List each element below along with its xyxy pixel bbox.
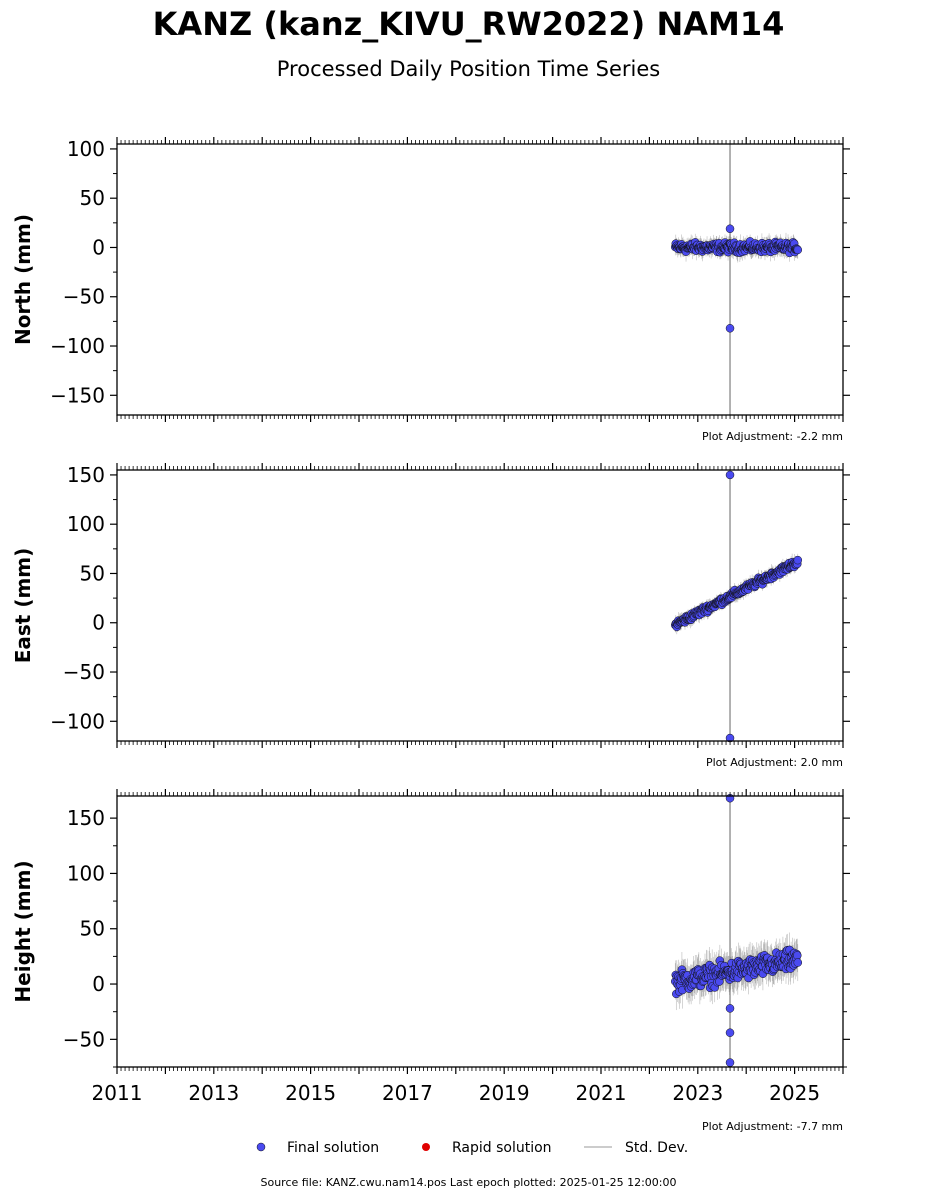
source-footer: Source file: KANZ.cwu.nam14.pos Last epo… — [260, 1176, 677, 1189]
x-tick-label: 2011 — [92, 1081, 143, 1105]
outlier-point — [725, 224, 735, 233]
y-axis-label: North (mm) — [11, 214, 35, 345]
x-tick-label: 2023 — [672, 1081, 723, 1105]
x-tick-label: 2015 — [285, 1081, 336, 1105]
outlier-point — [725, 324, 735, 333]
x-tick-label: 2025 — [769, 1081, 820, 1105]
plot-adjustment: Plot Adjustment: 2.0 mm — [706, 756, 843, 769]
legend-rapid-marker — [422, 1143, 430, 1151]
axes-frame — [116, 143, 844, 416]
outlier-point — [725, 1004, 735, 1013]
y-tick-label: 100 — [67, 861, 105, 885]
y-tick-label: −50 — [63, 660, 105, 684]
axes-frame — [116, 469, 844, 742]
outlier-point — [725, 1028, 735, 1037]
data-point — [793, 951, 802, 960]
legend: Final solution Rapid solution Std. Dev. — [256, 1140, 688, 1156]
y-tick-label: 150 — [67, 463, 105, 487]
y-tick-label: 50 — [80, 561, 105, 585]
legend-rapid-label: Rapid solution — [452, 1140, 552, 1156]
x-tick-label: 2019 — [479, 1081, 530, 1105]
legend-final-label: Final solution — [287, 1140, 379, 1156]
panel-3: 150 100 50 0 −50 2011 2013 2015 2017 2019 2021 2023… — [11, 789, 850, 1133]
plot-adjustment: Plot Adjustment: -2.2 mm — [702, 430, 843, 443]
time-series-plots: 100 50 0 −50 −100 −150 North (mm) Plot Adjustme… — [11, 137, 850, 1156]
y-tick-label: −100 — [50, 709, 105, 733]
y-tick-label: 50 — [80, 917, 105, 941]
chart-title: KANZ (kanz_KIVU_RW2022) NAM14 — [152, 5, 785, 43]
legend-std-label: Std. Dev. — [625, 1140, 688, 1156]
y-axis-label: Height (mm) — [11, 860, 35, 1002]
y-tick-label: 0 — [92, 611, 105, 635]
x-tick-label: 2017 — [382, 1081, 433, 1105]
panel-1: 100 50 0 −50 −100 −150 North (mm) Plot Adjustme… — [11, 137, 850, 443]
data-point — [793, 555, 803, 565]
final-solution-points — [671, 470, 803, 743]
final-solution-points — [671, 793, 803, 1067]
y-tick-label: −50 — [63, 285, 105, 309]
y-tick-label: 100 — [67, 512, 105, 536]
chart-subtitle: Processed Daily Position Time Series — [276, 57, 661, 81]
data-point — [793, 245, 803, 255]
y-tick-label: 0 — [92, 972, 105, 996]
y-tick-label: −50 — [63, 1027, 105, 1051]
x-tick-label: 2021 — [576, 1081, 627, 1105]
panel-2: 150 100 50 0 −50 −100 East (mm) Plot Adjustment… — [11, 463, 850, 769]
outlier-point — [725, 1058, 735, 1067]
y-tick-label: 50 — [80, 186, 105, 210]
y-tick-label: 100 — [67, 137, 105, 161]
y-tick-label: −150 — [50, 383, 105, 407]
y-axis-label: East (mm) — [11, 548, 35, 664]
outlier-point — [725, 470, 735, 480]
plot-adjustment: Plot Adjustment: -7.7 mm — [702, 1120, 843, 1133]
data-point — [793, 958, 803, 967]
final-solution-points — [671, 224, 803, 333]
y-tick-label: 0 — [92, 235, 105, 259]
y-tick-label: −100 — [50, 334, 105, 358]
legend-final-marker — [256, 1142, 266, 1152]
axes-frame — [116, 795, 844, 1068]
y-tick-label: 150 — [67, 806, 105, 830]
x-tick-label: 2013 — [188, 1081, 239, 1105]
